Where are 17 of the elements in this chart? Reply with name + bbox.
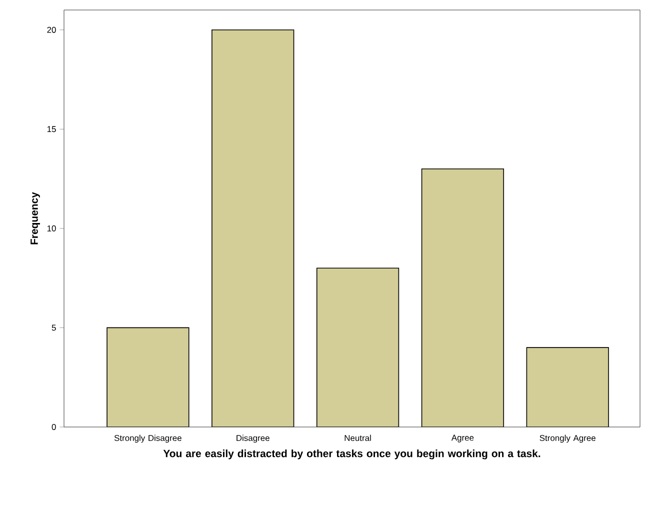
x-axis-title: You are easily distracted by other tasks once you begin working on a task.: [163, 450, 540, 460]
x-tick-label: Strongly Agree: [540, 434, 596, 443]
y-axis-title: Frequency: [30, 192, 40, 244]
y-tick-label: 10: [47, 225, 56, 232]
y-tick-label: 20: [47, 26, 56, 33]
bar: [316, 268, 400, 427]
x-tick-label: Strongly Disagree: [114, 434, 182, 443]
bar: [526, 347, 609, 427]
x-tick-label: Disagree: [236, 434, 270, 443]
x-tick-label: Neutral: [344, 434, 371, 441]
y-tick-label: 15: [47, 126, 56, 132]
y-tick-label: 5: [52, 324, 56, 331]
bar: [422, 168, 504, 427]
x-tick-label: Agree: [451, 434, 474, 442]
bar: [106, 327, 190, 427]
bar: [212, 29, 294, 427]
y-tick-label: 0: [52, 424, 56, 430]
